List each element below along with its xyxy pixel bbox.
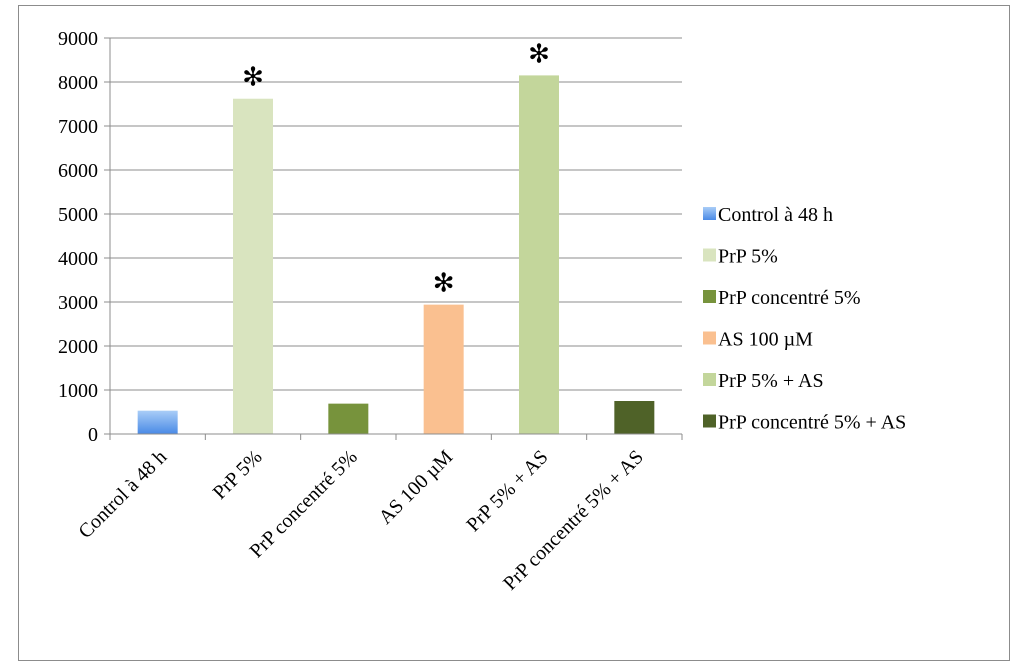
y-tick-label: 0 — [88, 424, 98, 446]
legend-label: PrP concentré 5% — [718, 287, 861, 309]
y-tick-label: 3000 — [58, 292, 98, 314]
legend-label: Control à 48 h — [718, 204, 833, 226]
significance-markers: ✻ ✻ ✻ — [242, 39, 550, 298]
y-tick-label: 9000 — [58, 28, 98, 50]
legend-label: PrP 5% — [718, 246, 778, 268]
y-tick-label: 1000 — [58, 380, 98, 402]
y-tick-label: 7000 — [58, 116, 98, 138]
significance-star: ✻ — [242, 63, 264, 93]
x-tick-label: Control à 48 h — [74, 446, 171, 543]
bar — [519, 75, 559, 435]
chart-frame — [18, 5, 1010, 661]
y-tick-label: 5000 — [58, 204, 98, 226]
bars — [137, 75, 655, 435]
bar — [423, 304, 464, 434]
x-tick-label: AS 100 µM — [375, 446, 458, 529]
gridlines — [110, 37, 682, 391]
legend-swatch — [703, 207, 716, 220]
significance-star: ✻ — [433, 269, 455, 299]
y-tick-label: 8000 — [58, 72, 98, 94]
legend-swatch — [703, 290, 716, 303]
y-axis-ticks: 0 1000 2000 3000 4000 5000 6000 7000 8000 9000 — [58, 28, 110, 446]
legend-label: AS 100 µM — [718, 329, 813, 351]
y-tick-label: 4000 — [58, 248, 98, 270]
x-tick-label: PrP 5% — [209, 446, 267, 504]
axes — [109, 38, 682, 435]
legend-label: PrP concentré 5% + AS — [718, 412, 906, 434]
legend: Control à 48 h PrP 5% PrP concentré 5% AS 1… — [703, 204, 906, 434]
legend-swatch — [703, 331, 716, 345]
bar — [328, 403, 369, 434]
legend-swatch — [703, 373, 716, 386]
x-axis-ticks: Control à 48 h PrP 5%PrP concentré 5% AS 1… — [74, 434, 683, 595]
bar — [233, 98, 273, 434]
y-tick-label: 2000 — [58, 336, 98, 358]
bar — [614, 401, 655, 434]
x-tick-label: PrP 5% + AS — [462, 446, 552, 536]
legend-swatch — [703, 414, 716, 428]
legend-label: PrP 5% + AS — [718, 370, 824, 392]
legend-swatch — [703, 248, 716, 262]
significance-star: ✻ — [528, 39, 550, 69]
y-tick-label: 6000 — [58, 160, 98, 182]
bar — [137, 410, 178, 434]
